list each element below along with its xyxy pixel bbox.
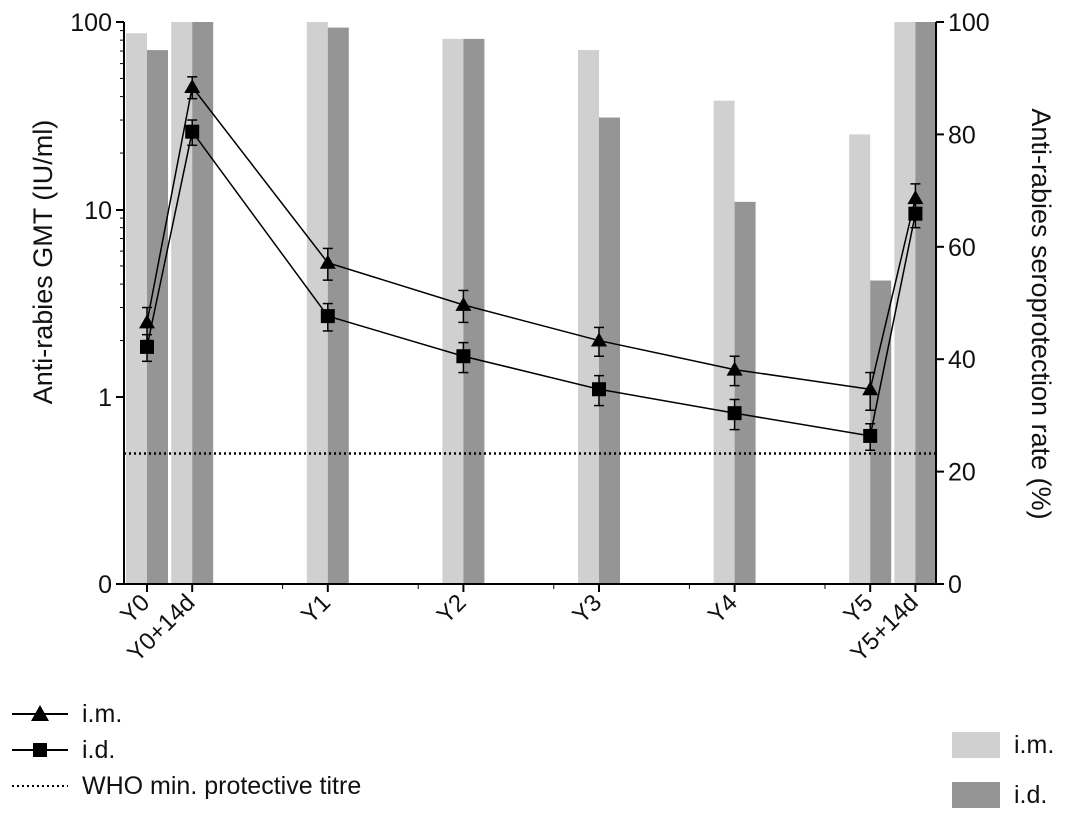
line-legend: i.m. i.d. WHO min. protective titre: [8, 696, 361, 804]
point-im-7: [907, 190, 924, 205]
triangle-marker-icon: [12, 705, 68, 721]
point-id-0: [140, 339, 154, 354]
dotted-line-icon: [12, 785, 68, 787]
bar-im-5: [713, 100, 735, 585]
legend-label-im-line: i.m.: [82, 699, 123, 728]
bar-id-7: [915, 22, 937, 584]
y-right-tick-label-0: 0: [948, 571, 962, 599]
x-tick-label-3: Y2: [432, 589, 472, 629]
y-axis-right-label: Anti-rabies seroprotection rate (%): [1026, 108, 1056, 519]
legend-item-im-line: i.m.: [8, 696, 361, 732]
legend-item-id-line: i.d.: [8, 732, 361, 768]
point-id-5: [727, 406, 742, 421]
legend-label-im-bar: i.m.: [1014, 730, 1055, 759]
x-tick-label-2: Y1: [296, 589, 336, 629]
bar-id-5: [734, 201, 756, 584]
legend-label-who: WHO min. protective titre: [82, 771, 362, 800]
y-right-tick-label-1: 20: [948, 459, 976, 487]
point-id-1: [185, 124, 200, 139]
point-im-1: [184, 79, 201, 94]
light-gray-swatch-icon: [952, 732, 1000, 758]
bar-legend: i.m. i.d.: [952, 720, 1054, 820]
point-im-4: [591, 332, 607, 347]
series-line-im: [146, 85, 917, 391]
series-line-id: [146, 129, 917, 437]
point-im-6: [862, 381, 879, 396]
point-id-4: [592, 382, 606, 397]
y-right-tick-label-5: 100: [948, 9, 990, 37]
bar-im-3: [442, 38, 464, 585]
axes-layer: [116, 21, 944, 592]
bar-im-6: [849, 134, 871, 584]
legend-item-im-bar: i.m.: [952, 720, 1054, 770]
legend-label-id-line: i.d.: [82, 735, 116, 764]
y-left-tick-label-0: 0: [98, 571, 112, 599]
bar-id-4: [599, 117, 620, 584]
lines-layer: [139, 76, 924, 451]
x-tick-label-4: Y3: [567, 589, 607, 629]
bar-im-4: [578, 50, 599, 585]
point-id-3: [456, 349, 471, 364]
legend-item-id-bar: i.d.: [952, 770, 1054, 820]
bar-id-0: [147, 50, 168, 585]
point-im-3: [455, 296, 472, 311]
point-id-7: [908, 206, 923, 221]
dark-gray-swatch-icon: [952, 782, 1000, 808]
bar-im-1: [171, 22, 193, 584]
y-left-tick-label-3: 100: [70, 9, 112, 37]
point-im-5: [726, 361, 743, 376]
bar-id-2: [327, 27, 349, 585]
bar-id-3: [463, 38, 485, 585]
legend-item-who: WHO min. protective titre: [8, 768, 361, 804]
bar-im-7: [894, 22, 916, 584]
square-marker-icon: [12, 743, 68, 757]
y-left-tick-label-2: 10: [84, 197, 112, 225]
y-right-tick-label-3: 60: [948, 234, 976, 262]
point-id-2: [320, 309, 335, 324]
point-im-2: [319, 254, 336, 269]
point-id-6: [863, 428, 878, 443]
y-right-tick-label-4: 80: [948, 121, 976, 149]
bars-layer: [126, 22, 937, 585]
x-tick-label-5: Y4: [703, 589, 743, 629]
bar-id-1: [192, 22, 214, 584]
y-right-tick-label-2: 40: [948, 346, 976, 374]
y-axis-left-label: Anti-rabies GMT (IU/ml): [28, 120, 58, 405]
bar-im-0: [126, 33, 147, 585]
legend-label-id-bar: i.d.: [1014, 780, 1048, 809]
y-left-tick-label-1: 1: [98, 384, 112, 412]
